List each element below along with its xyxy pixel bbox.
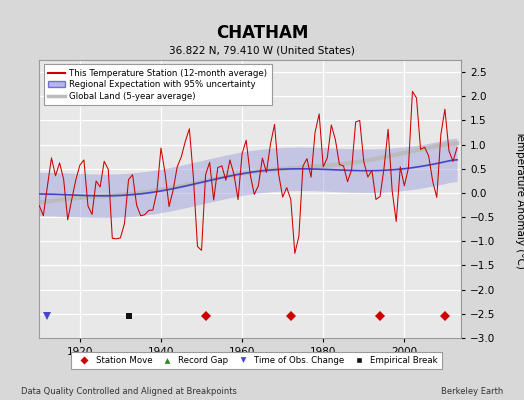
Text: Berkeley Earth: Berkeley Earth (441, 387, 503, 396)
Legend: This Temperature Station (12-month average), Regional Expectation with 95% uncer: This Temperature Station (12-month avera… (43, 64, 272, 105)
Legend: Station Move, Record Gap, Time of Obs. Change, Empirical Break: Station Move, Record Gap, Time of Obs. C… (71, 352, 442, 369)
Text: 36.822 N, 79.410 W (United States): 36.822 N, 79.410 W (United States) (169, 45, 355, 55)
Text: CHATHAM: CHATHAM (216, 24, 308, 42)
Y-axis label: Temperature Anomaly (°C): Temperature Anomaly (°C) (515, 130, 524, 268)
Text: Data Quality Controlled and Aligned at Breakpoints: Data Quality Controlled and Aligned at B… (21, 387, 237, 396)
